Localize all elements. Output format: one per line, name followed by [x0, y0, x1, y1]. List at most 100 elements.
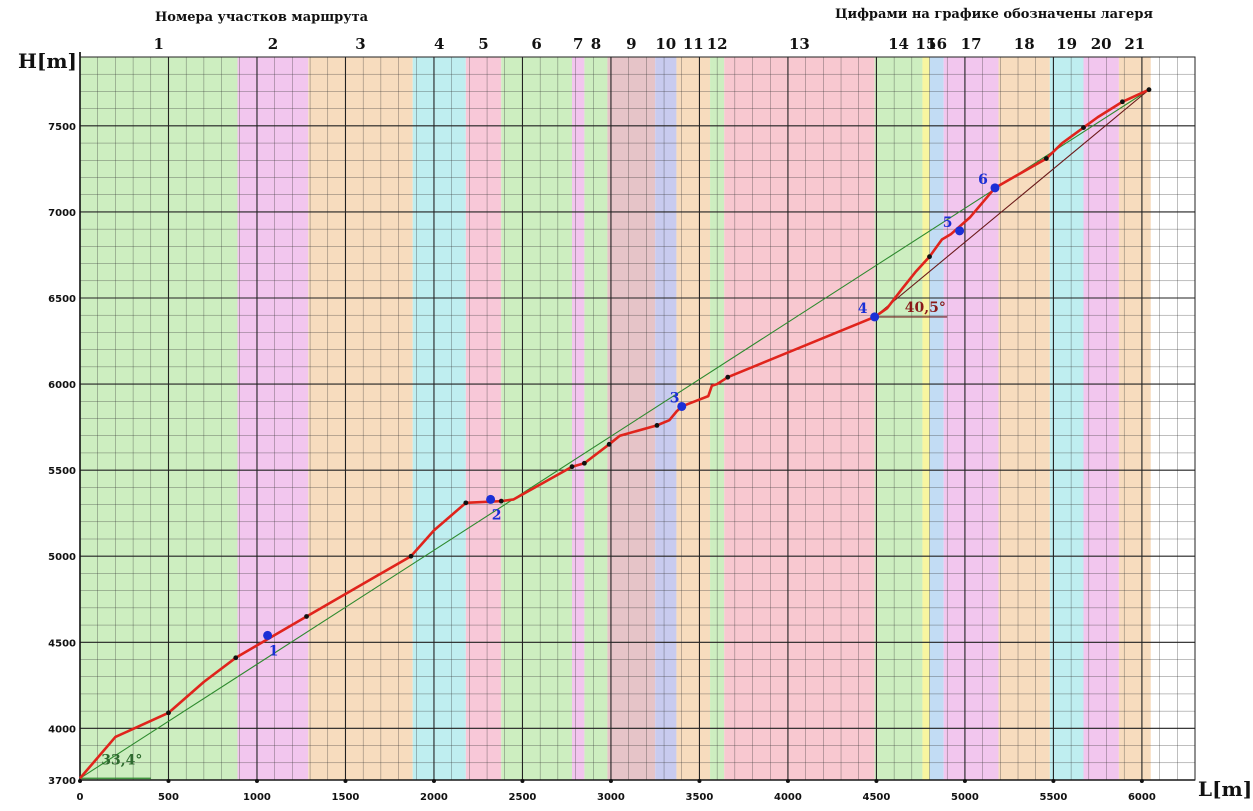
- section-label-18: 18: [1014, 35, 1035, 53]
- slope-line-1: [79, 89, 1150, 779]
- x-tick-dot: [254, 779, 259, 783]
- x-tick-label: 0: [77, 792, 84, 803]
- slope-lines: [79, 89, 1150, 779]
- section-label-17: 17: [961, 35, 982, 53]
- x-tick-label: 4500: [863, 792, 891, 803]
- waypoint-dot: [1120, 99, 1125, 105]
- camp-marker-6: [990, 183, 1000, 193]
- y-axis-label: H[m]: [18, 49, 77, 73]
- waypoint-dot: [233, 655, 239, 661]
- section-label-14: 14: [888, 35, 909, 53]
- y-tick-label: 6000: [48, 380, 76, 391]
- x-tick-dot: [697, 779, 702, 783]
- route-series: [79, 88, 1150, 780]
- waypoint-dot: [408, 553, 414, 559]
- waypoint-dot: [1043, 156, 1049, 161]
- section-label-5: 5: [478, 35, 488, 53]
- camp-marker-2: [486, 494, 496, 504]
- x-tick-dot: [166, 779, 171, 783]
- y-tick-label: 5500: [48, 466, 76, 477]
- x-tick-dot: [343, 779, 348, 783]
- x-tick-dot: [608, 779, 613, 783]
- y-tick-label: 4500: [48, 638, 76, 649]
- waypoint-dot: [1081, 125, 1086, 130]
- x-tick-dot: [962, 779, 967, 783]
- section-label-1: 1: [154, 35, 164, 53]
- waypoint-dot: [166, 710, 171, 716]
- section-label-3: 3: [355, 35, 365, 53]
- x-tick-dot: [520, 779, 525, 783]
- waypoint-dot: [654, 422, 660, 428]
- section-label-10: 10: [655, 35, 676, 53]
- x-tick-dot: [785, 779, 790, 783]
- waypoint-dot: [498, 498, 504, 504]
- waypoint-dot: [927, 254, 932, 260]
- waypoint-dot: [569, 464, 575, 470]
- section-label-21: 21: [1124, 35, 1145, 53]
- x-tick-label: 1500: [332, 792, 360, 803]
- route-profile-line: [79, 88, 1150, 780]
- x-tick-label: 500: [158, 792, 179, 803]
- section-label-20: 20: [1091, 35, 1112, 53]
- waypoint-dot: [1146, 87, 1152, 93]
- section-label-19: 19: [1056, 35, 1077, 53]
- section-label-4: 4: [434, 35, 444, 53]
- camp-marker-3: [677, 401, 687, 411]
- section-label-13: 13: [789, 35, 810, 53]
- y-tick-label: 7500: [48, 122, 76, 133]
- y-tick-label: 4000: [48, 724, 76, 735]
- camps: 1 2 3 4 5 6: [263, 172, 1000, 659]
- x-tick-label: 2000: [420, 792, 448, 803]
- x-tick-dot: [1051, 779, 1056, 783]
- camp-label-1: 1: [269, 643, 279, 659]
- section-label-7: 7: [573, 35, 583, 53]
- x-tick-label: 4000: [774, 792, 802, 803]
- section-label-11: 11: [683, 35, 704, 53]
- waypoints: [166, 87, 1152, 716]
- x-tick-label: 5000: [951, 792, 979, 803]
- x-tick-label: 5500: [1039, 792, 1067, 803]
- y-tick-label: 6500: [48, 294, 76, 305]
- y-tick-label: 7000: [48, 208, 76, 219]
- x-tick-label: 6000: [1128, 792, 1156, 803]
- section-label-2: 2: [268, 35, 278, 53]
- camp-label-3: 3: [670, 390, 680, 406]
- slope-line-2: [874, 89, 1150, 318]
- waypoint-dot: [463, 500, 469, 506]
- camp-marker-5: [955, 226, 965, 236]
- section-label-15: 15: [916, 35, 937, 53]
- x-tick-dot: [431, 779, 436, 783]
- section-label-16: 16: [926, 35, 947, 53]
- angle-label-2: 40,5°: [905, 300, 946, 316]
- camp-label-4: 4: [858, 301, 868, 317]
- sections-title: Номера участков маршрута: [155, 10, 369, 25]
- section-label-12: 12: [707, 35, 728, 53]
- camp-marker-1: [263, 630, 273, 640]
- y-tick-label: 3700: [48, 776, 76, 787]
- section-label-6: 6: [531, 35, 541, 53]
- waypoint-dot: [725, 374, 731, 380]
- camps-legend-title: Цифрами на графике обозначены лагеря: [835, 7, 1154, 22]
- section-label-8: 8: [591, 35, 601, 53]
- x-tick-label: 1000: [243, 792, 271, 803]
- minor-gridlines: [79, 56, 1196, 781]
- x-tick-label: 2500: [509, 792, 537, 803]
- y-tick-label: 5000: [48, 552, 76, 563]
- x-tick-label: 3000: [597, 792, 625, 803]
- axes: [78, 52, 1196, 783]
- camp-label-5: 5: [943, 215, 953, 231]
- plot-frame: [79, 56, 1196, 781]
- waypoint-dot: [582, 460, 587, 466]
- waypoint-dot: [304, 614, 309, 619]
- section-label-9: 9: [626, 35, 636, 53]
- x-tick-label: 3500: [686, 792, 714, 803]
- x-axis-label: L[m]: [1198, 777, 1252, 801]
- camp-label-6: 6: [978, 172, 988, 188]
- x-tick-dot: [78, 779, 82, 783]
- camp-label-2: 2: [492, 507, 502, 523]
- waypoint-dot: [606, 441, 612, 447]
- angle-label-1: 33,4°: [101, 753, 142, 769]
- x-tick-dot: [1139, 779, 1144, 783]
